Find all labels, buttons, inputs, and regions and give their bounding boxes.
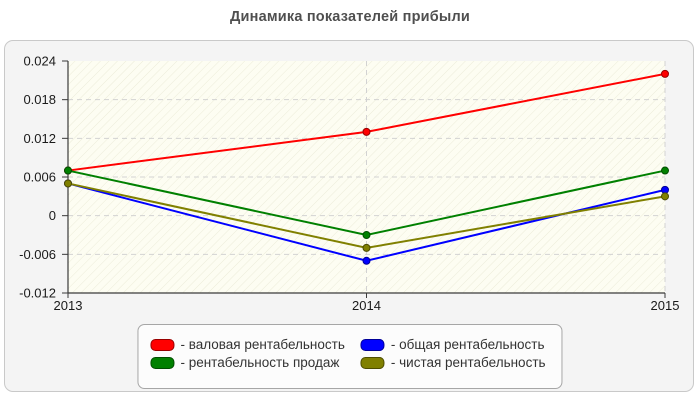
legend-item-1: - общая рентабельность: [360, 337, 546, 352]
series-marker-3: [661, 192, 669, 201]
legend-label: - рентабельность продаж: [180, 355, 340, 370]
x-tick-label: 2013: [54, 298, 83, 313]
y-tick-label: 0: [49, 208, 56, 223]
chart-title: Динамика показателей прибыли: [229, 9, 471, 25]
series-marker-0: [661, 69, 669, 78]
legend-item-3: - чистая рентабельность: [360, 355, 546, 370]
series-marker-3: [64, 179, 72, 188]
y-tick-label: 0.006: [23, 170, 56, 185]
y-tick-label: 0.018: [23, 92, 56, 107]
legend-item-2: - рентабельность продаж: [150, 355, 344, 370]
series-marker-3: [362, 243, 371, 252]
series-marker-2: [362, 231, 371, 239]
legend-swatch-icon: [360, 338, 385, 351]
y-tick-label: -0.006: [19, 247, 56, 262]
series-marker-2: [64, 166, 72, 175]
legend-label: - общая рентабельность: [390, 337, 545, 352]
x-tick-label: 2015: [651, 298, 680, 313]
series-marker-0: [362, 127, 371, 136]
series-marker-1: [362, 256, 371, 265]
y-tick-label: 0.024: [23, 54, 56, 69]
legend-swatch-icon: [360, 356, 385, 369]
y-tick-label: 0.012: [23, 131, 56, 146]
legend-label: - чистая рентабельность: [390, 355, 546, 370]
chart-legend: - валовая рентабельность - общая рентабел…: [137, 324, 563, 389]
series-marker-2: [661, 166, 669, 175]
legend-label: - валовая рентабельность: [180, 337, 345, 352]
legend-swatch-icon: [150, 338, 175, 351]
legend-swatch-icon: [150, 356, 175, 369]
legend-item-0: - валовая рентабельность: [150, 337, 345, 352]
x-tick-label: 2014: [352, 298, 381, 313]
y-tick-label: -0.012: [19, 286, 56, 301]
